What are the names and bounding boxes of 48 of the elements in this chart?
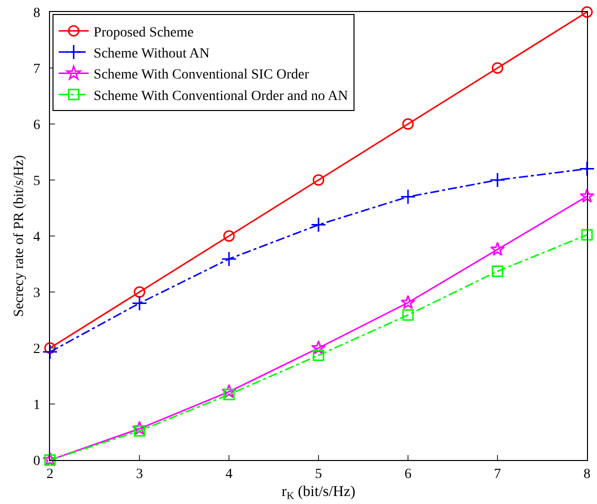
y-axis-title: Secrecy rate of PR (bit/s/Hz) xyxy=(12,154,27,317)
point xyxy=(580,188,594,203)
point xyxy=(581,229,593,241)
point xyxy=(132,420,147,436)
point xyxy=(134,425,146,437)
x-axis-title: r$_{K}$ (bit/s/Hz) xyxy=(282,484,356,502)
point xyxy=(42,344,58,360)
point xyxy=(402,118,414,130)
y-tick-label: 0 xyxy=(33,454,40,469)
point xyxy=(492,266,504,278)
point xyxy=(579,161,595,177)
point xyxy=(132,295,148,311)
point xyxy=(221,251,237,267)
x-tick-label: 2 xyxy=(46,466,54,482)
point xyxy=(490,242,505,256)
y-tick-label: 1 xyxy=(33,398,40,413)
point xyxy=(312,350,324,362)
y-tick-label: 8 xyxy=(33,6,40,21)
y-tick-label: 5 xyxy=(33,174,40,189)
point xyxy=(222,384,236,398)
x-tick-label: 3 xyxy=(136,466,143,482)
legend-label: Scheme Without AN xyxy=(94,46,210,62)
y-tick-label: 4 xyxy=(33,230,40,245)
point xyxy=(581,6,593,18)
point xyxy=(134,286,146,298)
point xyxy=(400,294,416,310)
x-tick-label: 6 xyxy=(404,466,412,482)
point xyxy=(312,174,324,186)
legend-label: Proposed Scheme xyxy=(94,25,194,40)
legend-label: Scheme With Conventional SIC Order xyxy=(94,68,310,83)
point xyxy=(492,62,504,74)
y-tick-label: 6 xyxy=(33,118,40,133)
point xyxy=(223,388,235,400)
x-tick-label: 7 xyxy=(494,466,501,482)
point xyxy=(402,309,414,321)
point xyxy=(223,230,235,242)
y-tick-label: 3 xyxy=(33,286,40,301)
y-tick-label: 2 xyxy=(33,342,40,357)
point xyxy=(400,189,416,205)
x-tick-label: 8 xyxy=(584,466,590,482)
x-tick-label: 5 xyxy=(315,466,322,482)
point xyxy=(490,172,506,188)
point xyxy=(310,217,326,233)
point xyxy=(44,342,56,354)
x-tick-label: 4 xyxy=(226,466,232,482)
point xyxy=(311,340,326,354)
y-tick-label: 7 xyxy=(33,62,40,77)
legend-label: Scheme With Conventional Order and no AN xyxy=(94,88,348,104)
